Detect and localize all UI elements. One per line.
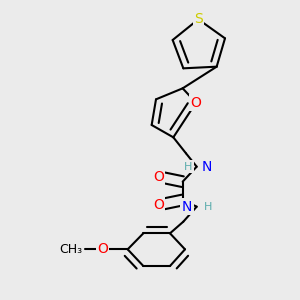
Text: H: H	[184, 162, 192, 172]
Text: O: O	[153, 170, 164, 184]
Text: O: O	[190, 96, 201, 110]
Text: O: O	[97, 242, 108, 256]
Text: CH₃: CH₃	[59, 243, 82, 256]
Text: H: H	[204, 202, 212, 212]
Text: N: N	[182, 200, 192, 214]
Text: O: O	[153, 198, 164, 212]
Text: S: S	[194, 12, 203, 26]
Text: N: N	[201, 160, 212, 174]
